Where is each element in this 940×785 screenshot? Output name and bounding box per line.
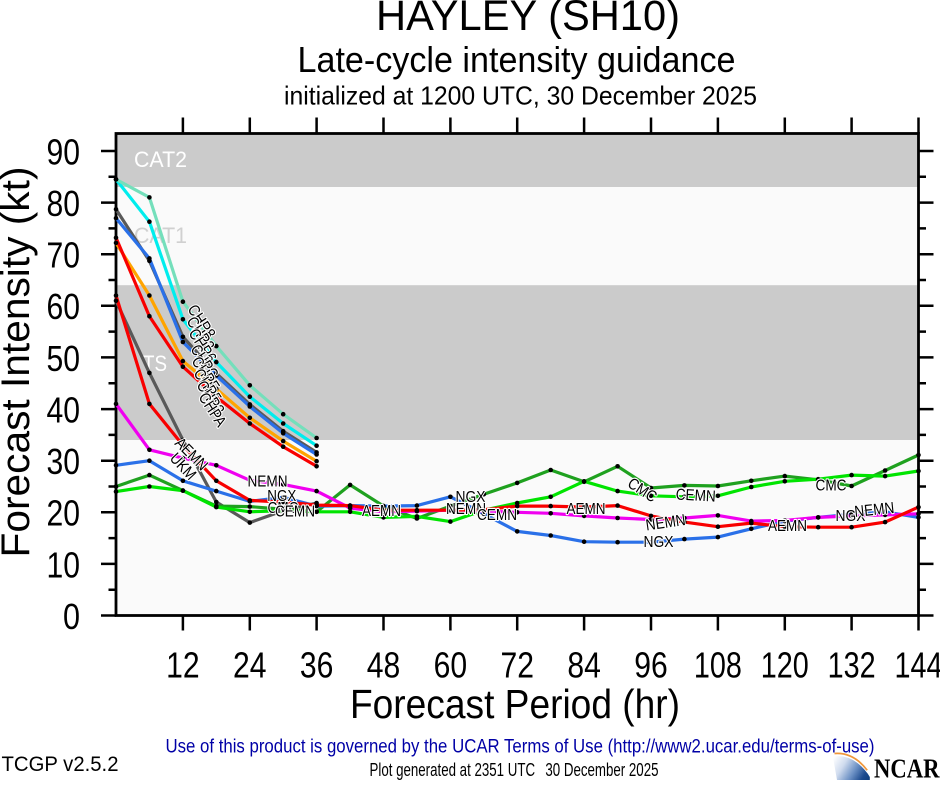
- svg-text:24: 24: [233, 645, 267, 686]
- svg-text:Plot generated at 2351 UTC 30: Plot generated at 2351 UTC 30 December 2…: [370, 760, 659, 780]
- svg-text:AEMN: AEMN: [567, 501, 606, 518]
- svg-text:80: 80: [47, 183, 81, 224]
- svg-text:AEMN: AEMN: [362, 503, 401, 520]
- svg-text:50: 50: [47, 338, 81, 379]
- svg-text:20: 20: [47, 493, 81, 534]
- svg-text:CEMN: CEMN: [275, 504, 315, 521]
- svg-text:72: 72: [501, 645, 535, 686]
- svg-text:Late-cycle intensity guidance: Late-cycle intensity guidance: [298, 39, 736, 80]
- svg-text:AEMN: AEMN: [768, 518, 807, 535]
- svg-text:Forecast Intensity (kt): Forecast Intensity (kt): [0, 166, 38, 557]
- svg-text:NGX: NGX: [644, 534, 674, 551]
- svg-text:Use of this product is governe: Use of this product is governed by the U…: [166, 737, 875, 758]
- svg-text:CMC: CMC: [816, 478, 847, 495]
- svg-text:10: 10: [47, 544, 81, 585]
- svg-text:NCAR: NCAR: [874, 754, 940, 781]
- svg-text:40: 40: [47, 389, 81, 430]
- svg-text:CEMN: CEMN: [477, 507, 517, 524]
- svg-text:36: 36: [300, 645, 334, 686]
- svg-text:144: 144: [895, 645, 940, 686]
- svg-text:48: 48: [367, 645, 401, 686]
- svg-text:12: 12: [166, 645, 200, 686]
- svg-text:TCGP v2.5.2: TCGP v2.5.2: [2, 753, 119, 776]
- svg-text:Forecast Period (hr): Forecast Period (hr): [350, 681, 680, 727]
- svg-text:60: 60: [47, 286, 81, 327]
- svg-text:CEMN: CEMN: [675, 487, 716, 506]
- svg-text:HAYLEY (SH10): HAYLEY (SH10): [376, 0, 680, 40]
- svg-text:70: 70: [47, 235, 81, 276]
- svg-text:30: 30: [47, 441, 81, 482]
- svg-text:CAT2: CAT2: [134, 147, 187, 172]
- svg-text:0: 0: [63, 596, 80, 637]
- svg-text:60: 60: [434, 645, 468, 686]
- svg-text:initialized at 1200 UTC, 30 De: initialized at 1200 UTC, 30 December 202…: [284, 81, 757, 111]
- svg-text:120: 120: [761, 645, 809, 686]
- svg-text:132: 132: [828, 645, 876, 686]
- svg-text:96: 96: [634, 645, 668, 686]
- svg-text:90: 90: [47, 131, 81, 172]
- svg-text:84: 84: [567, 645, 601, 686]
- svg-text:108: 108: [694, 645, 742, 686]
